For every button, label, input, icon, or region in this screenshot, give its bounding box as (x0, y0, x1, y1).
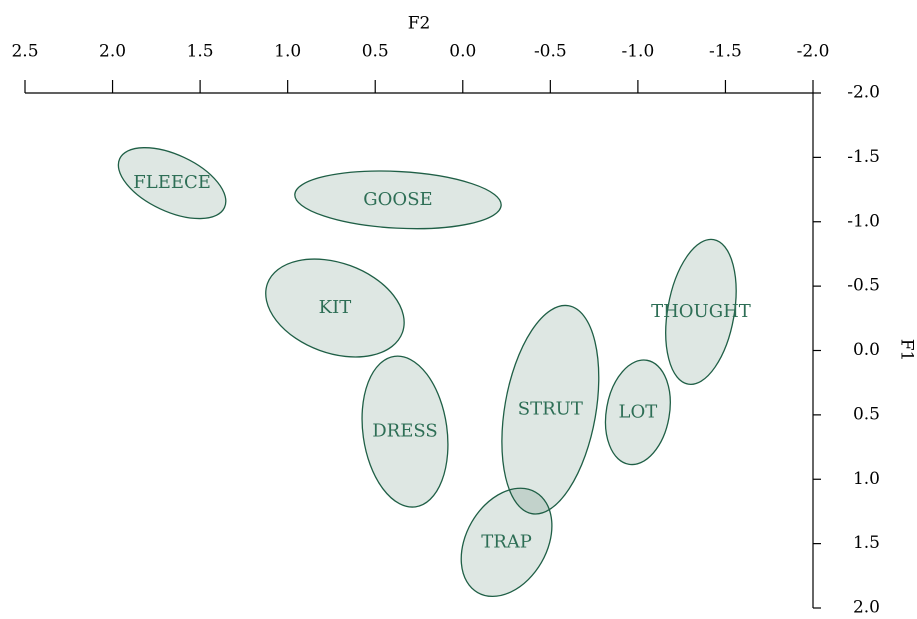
vowel-label: FLEECE (133, 172, 211, 193)
x-axis-title: F2 (408, 14, 431, 34)
y-tick-label: -0.5 (847, 276, 880, 296)
vowel-ellipse (265, 258, 405, 358)
x-tick-label: 2.0 (99, 42, 126, 62)
y-tick-label: -1.5 (847, 147, 880, 167)
vowel-label: TRAP (481, 531, 532, 552)
y-axis-title: F1 (897, 339, 917, 362)
vowel-ellipse (361, 355, 449, 508)
vowel-label: GOOSE (363, 189, 432, 210)
x-tick-label: -2.0 (797, 42, 830, 62)
vowel-label: LOT (619, 401, 658, 422)
vowel-ellipse (501, 304, 600, 515)
x-tick-label: -1.5 (709, 42, 742, 62)
vowel-label: KIT (319, 297, 352, 318)
vowel-label: STRUT (518, 399, 583, 420)
x-tick-label: 0.5 (362, 42, 389, 62)
x-tick-label: 1.0 (274, 42, 301, 62)
x-tick-label: 0.0 (449, 42, 476, 62)
x-tick-label: -1.0 (621, 42, 654, 62)
y-tick-label: 1.5 (853, 533, 880, 553)
vowel-ellipse (117, 147, 227, 220)
y-tick-label: 2.0 (853, 598, 880, 618)
x-tick-label: -0.5 (534, 42, 567, 62)
vowel-label: THOUGHT (651, 301, 751, 322)
y-tick-label: 1.0 (853, 469, 880, 489)
vowel-ellipse (604, 359, 671, 466)
vowel-ellipse (294, 170, 502, 230)
y-tick-label: -1.0 (847, 211, 880, 231)
y-tick-label: 0.5 (853, 404, 880, 424)
x-tick-label: 1.5 (187, 42, 214, 62)
y-tick-label: 0.0 (853, 340, 880, 360)
x-tick-label: 2.5 (11, 42, 38, 62)
vowel-label: DRESS (372, 421, 437, 442)
y-tick-label: -2.0 (847, 83, 880, 103)
vowel-ellipse (460, 487, 553, 598)
vowel-ellipse (665, 238, 737, 386)
